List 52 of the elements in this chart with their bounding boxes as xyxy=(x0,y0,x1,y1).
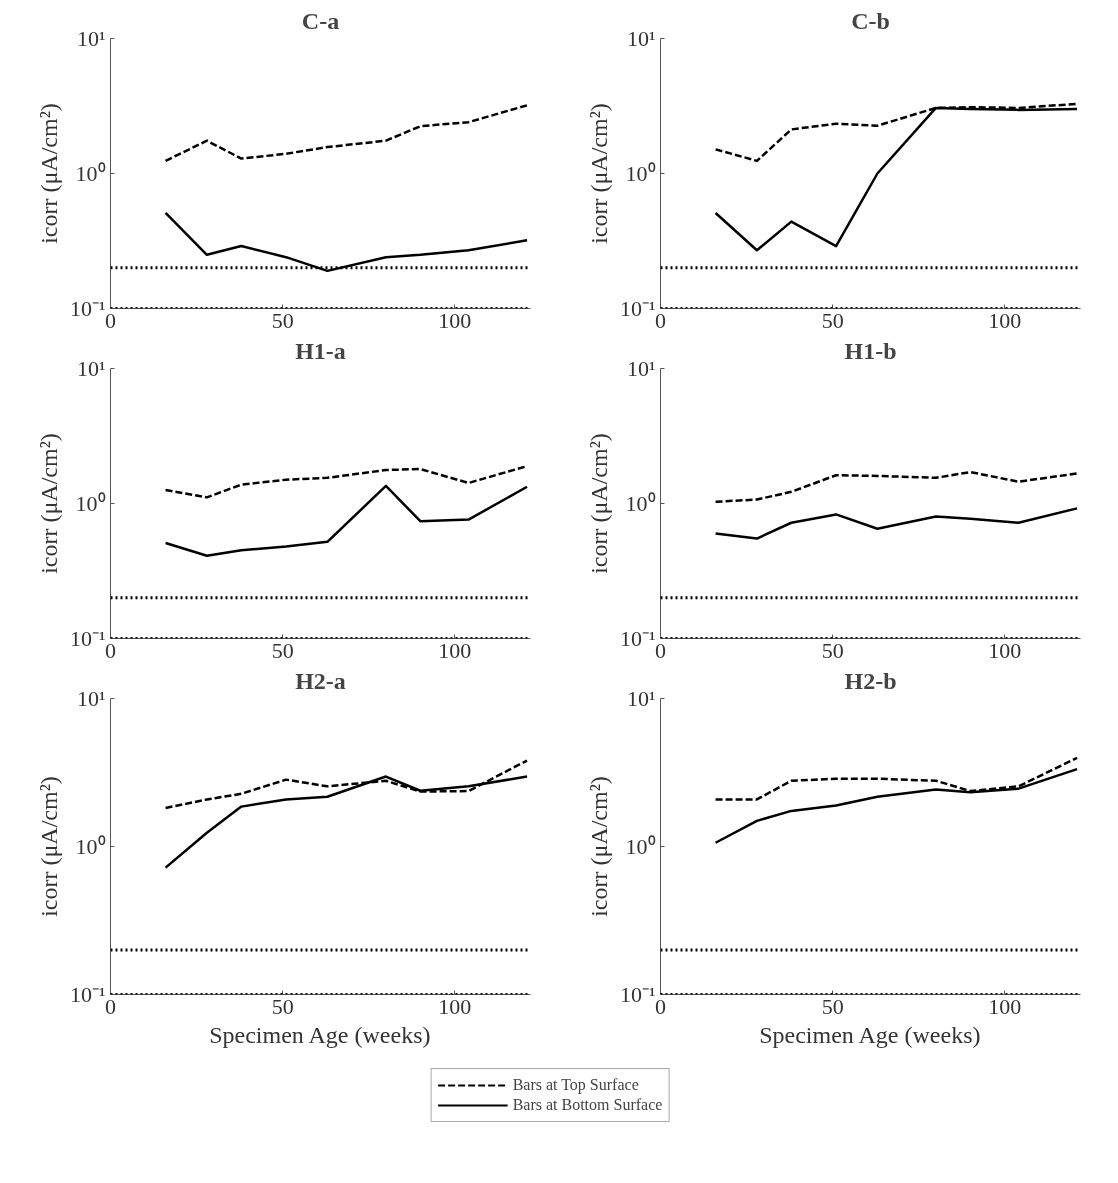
y-tick-label: 10⁻¹ xyxy=(69,626,106,651)
y-tick-label: 10⁰ xyxy=(75,834,106,859)
y-tick-label: 10¹ xyxy=(76,686,106,711)
x-tick-label: 50 xyxy=(271,637,294,663)
x-tick-label: 0 xyxy=(105,307,116,333)
y-axis-title: icorr (μA/cm²) xyxy=(585,433,612,574)
chart-title: H2-b xyxy=(844,667,897,694)
y-tick-label: 10¹ xyxy=(626,686,656,711)
x-tick-label: 50 xyxy=(821,993,844,1019)
y-tick-label: 10¹ xyxy=(76,356,106,381)
y-tick-label: 10⁻¹ xyxy=(619,296,656,321)
chart-title: H1-b xyxy=(844,337,897,364)
legend-label: Bars at Top Surface xyxy=(512,1076,639,1094)
x-tick-label: 50 xyxy=(271,307,294,333)
x-tick-label: 100 xyxy=(988,993,1022,1019)
chart-title: H2-a xyxy=(295,667,346,694)
y-axis-title: icorr (μA/cm²) xyxy=(35,433,62,574)
chart-title: C-b xyxy=(851,7,890,34)
chart-title: H1-a xyxy=(295,337,346,364)
x-tick-label: 0 xyxy=(655,637,666,663)
y-tick-label: 10¹ xyxy=(626,26,656,51)
x-tick-label: 0 xyxy=(655,993,666,1019)
y-tick-label: 10⁰ xyxy=(75,491,106,516)
y-axis-title: icorr (μA/cm²) xyxy=(35,103,62,244)
y-axis-title: icorr (μA/cm²) xyxy=(585,776,612,917)
x-axis-title: Specimen Age (weeks) xyxy=(759,1021,981,1048)
x-tick-label: 100 xyxy=(438,637,472,663)
x-tick-label: 50 xyxy=(821,637,844,663)
y-tick-label: 10⁰ xyxy=(625,491,656,516)
x-tick-label: 100 xyxy=(988,637,1022,663)
y-tick-label: 10¹ xyxy=(76,26,106,51)
x-tick-label: 100 xyxy=(438,307,472,333)
y-axis-title: icorr (μA/cm²) xyxy=(585,103,612,244)
y-tick-label: 10⁻¹ xyxy=(619,982,656,1007)
x-tick-label: 0 xyxy=(105,637,116,663)
x-tick-label: 0 xyxy=(105,993,116,1019)
y-tick-label: 10¹ xyxy=(626,356,656,381)
legend-label: Bars at Bottom Surface xyxy=(512,1096,663,1114)
y-axis-title: icorr (μA/cm²) xyxy=(35,776,62,917)
y-tick-label: 10⁰ xyxy=(625,834,656,859)
y-tick-label: 10⁻¹ xyxy=(619,626,656,651)
x-tick-label: 100 xyxy=(438,993,472,1019)
x-tick-label: 50 xyxy=(821,307,844,333)
x-tick-label: 50 xyxy=(271,993,294,1019)
y-tick-label: 10⁻¹ xyxy=(69,296,106,321)
y-tick-label: 10⁻¹ xyxy=(69,982,106,1007)
x-axis-title: Specimen Age (weeks) xyxy=(209,1021,431,1048)
y-tick-label: 10⁰ xyxy=(625,161,656,186)
x-tick-label: 100 xyxy=(988,307,1022,333)
y-tick-label: 10⁰ xyxy=(75,161,106,186)
chart-title: C-a xyxy=(301,7,340,34)
x-tick-label: 0 xyxy=(655,307,666,333)
